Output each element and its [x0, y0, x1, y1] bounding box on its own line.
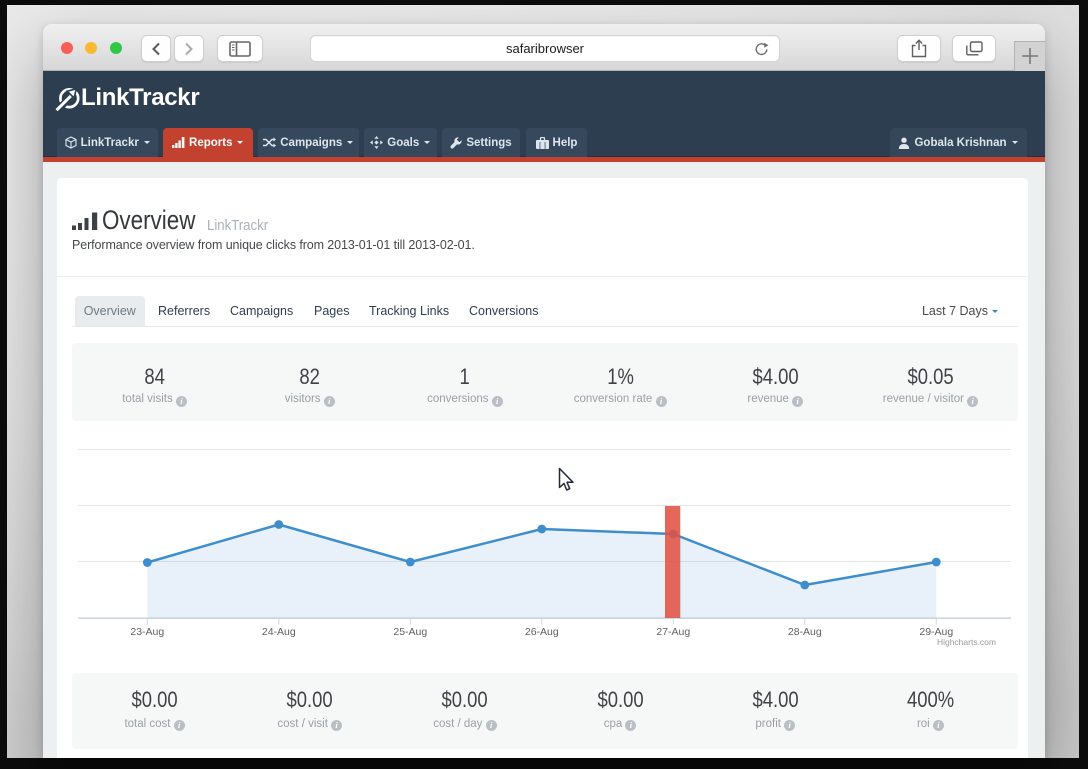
svg-text:Highcharts.com: Highcharts.com — [937, 637, 996, 647]
svg-text:28-Aug: 28-Aug — [788, 626, 822, 638]
svg-text:25-Aug: 25-Aug — [393, 626, 427, 638]
svg-text:26-Aug: 26-Aug — [525, 626, 559, 638]
svg-text:24-Aug: 24-Aug — [262, 626, 296, 638]
svg-text:23-Aug: 23-Aug — [130, 626, 164, 638]
svg-text:27-Aug: 27-Aug — [656, 626, 690, 638]
svg-text:29-Aug: 29-Aug — [919, 626, 953, 638]
